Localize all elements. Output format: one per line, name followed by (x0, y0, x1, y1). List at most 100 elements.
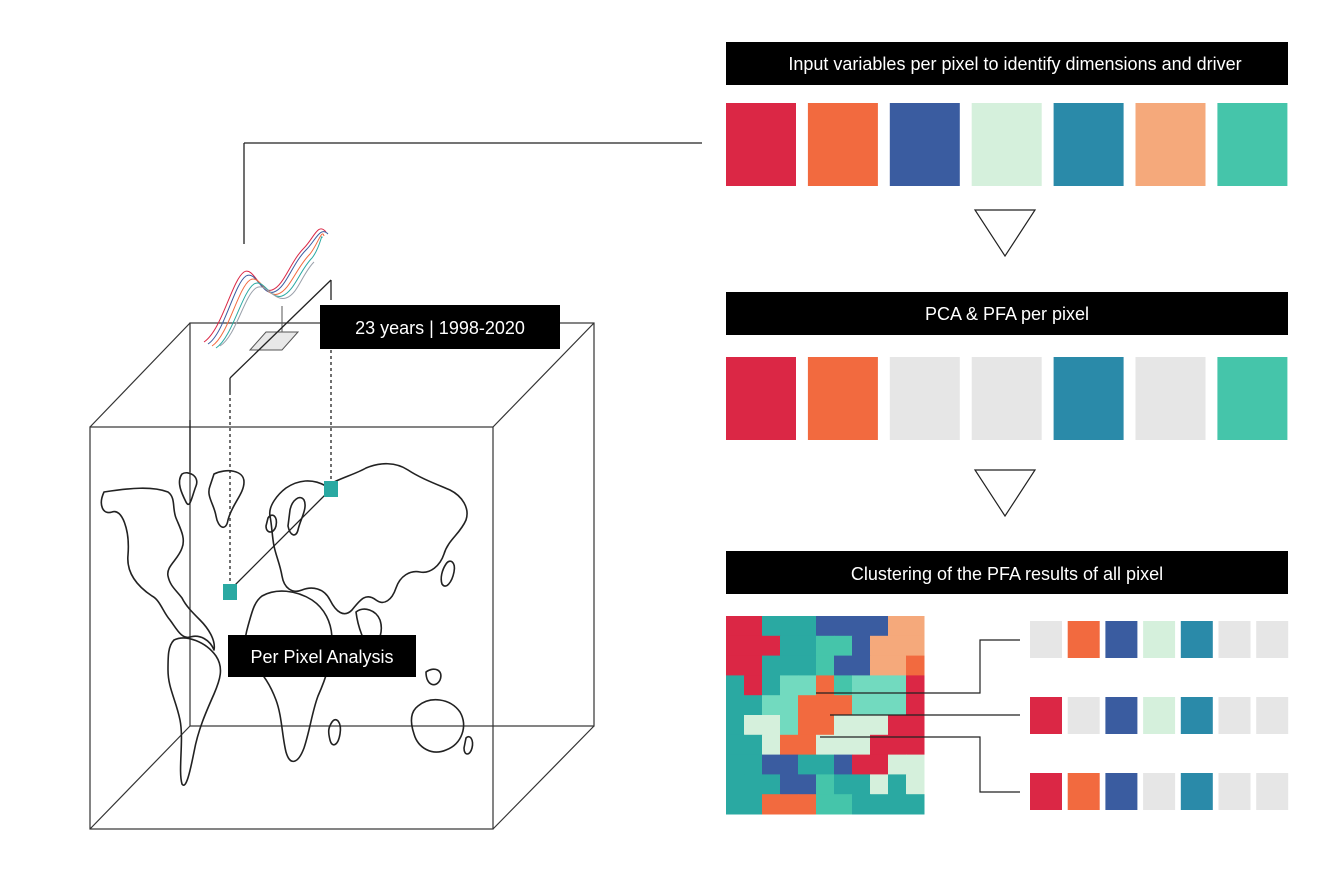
cluster-cell (816, 635, 835, 657)
cluster-cell (816, 754, 835, 775)
cluster-cell (888, 616, 907, 637)
island-japan (440, 560, 456, 587)
island-madagascar (327, 718, 342, 746)
cluster-cell (726, 655, 745, 676)
cluster-cell (888, 715, 907, 736)
island-britain (265, 514, 278, 533)
input-variables-title: Input variables per pixel to identify di… (788, 54, 1241, 74)
analysis-label: Per Pixel Analysis (250, 647, 393, 667)
cluster-cell (906, 655, 925, 676)
cluster-cell (834, 655, 853, 676)
time-series-line (219, 261, 315, 347)
profile-swatch (1218, 773, 1251, 810)
island-new-zealand (463, 735, 474, 755)
cluster-cell (780, 635, 799, 657)
cluster-cell (906, 774, 925, 795)
continent-greenland (208, 469, 245, 528)
cluster-cell (870, 715, 889, 736)
cluster-cell (780, 675, 799, 696)
cluster-cell (906, 715, 925, 736)
cluster-cell (744, 774, 763, 795)
cluster-cell (852, 675, 871, 696)
cluster-cell (834, 774, 853, 795)
cluster-cell (762, 715, 781, 736)
cluster-cell (852, 616, 871, 637)
profile-swatch (1180, 621, 1213, 658)
cluster-leader-line (816, 639, 1020, 694)
cluster-cell (852, 754, 871, 775)
cluster-cell (852, 635, 871, 657)
cluster-cell (744, 715, 763, 736)
cluster-cell (888, 774, 907, 795)
profile-swatch (1105, 773, 1138, 810)
cluster-cell (834, 635, 853, 657)
cluster-cell (726, 715, 745, 736)
profile-swatch (1105, 697, 1138, 734)
cluster-cell (726, 734, 745, 756)
cluster-cell (816, 715, 835, 736)
cluster-cell (870, 655, 889, 676)
cluster-cell (780, 794, 799, 815)
cluster-cell (798, 655, 817, 676)
input-variable-swatches (726, 103, 1288, 186)
cluster-cell (744, 794, 763, 815)
cluster-cell (726, 695, 745, 716)
cluster-cell (888, 655, 907, 676)
profile-swatch (1256, 621, 1289, 658)
cluster-cell (870, 675, 889, 696)
variable-swatch (1135, 103, 1206, 186)
cluster-cell (726, 774, 745, 795)
pca-pfa-banner (726, 292, 1288, 335)
cluster-cell (744, 635, 763, 657)
variable-swatch (807, 103, 878, 186)
cluster-cell (744, 734, 763, 756)
cluster-cell (906, 635, 925, 657)
cluster-cell (870, 734, 889, 756)
cluster-cell (762, 616, 781, 637)
profile-swatch (1067, 773, 1100, 810)
cluster-cell (798, 715, 817, 736)
cluster-cell (744, 695, 763, 716)
cluster-cell (780, 616, 799, 637)
profile-swatch (1218, 621, 1251, 658)
region-scandinavia (287, 496, 306, 536)
variable-swatch (889, 357, 960, 440)
cluster-cell (852, 715, 871, 736)
cluster-profiles (1030, 621, 1289, 810)
cluster-cell (744, 754, 763, 775)
cluster-cell (870, 635, 889, 657)
cluster-cell (906, 616, 925, 637)
cluster-cell (780, 715, 799, 736)
down-arrow-icon (973, 209, 1037, 258)
cluster-cell (726, 675, 745, 696)
cluster-cell (798, 635, 817, 657)
connector-line (229, 279, 332, 379)
cluster-leader-line (820, 736, 1020, 793)
profile-swatch (1218, 697, 1251, 734)
cluster-cell (798, 794, 817, 815)
cluster-cell (780, 774, 799, 795)
profile-swatch (1030, 621, 1062, 658)
continent-australia (410, 699, 465, 753)
cluster-cell (816, 655, 835, 676)
cluster-cell (906, 695, 925, 716)
cluster-cell (726, 635, 745, 657)
cluster-cell (798, 754, 817, 775)
cluster-cell (816, 695, 835, 716)
world-map-outline (100, 462, 474, 786)
variable-swatch (1217, 103, 1288, 186)
cluster-cell (798, 695, 817, 716)
cluster-cell (762, 794, 781, 815)
input-variables-banner (726, 42, 1288, 85)
cube-edge (89, 322, 191, 428)
pca-pfa-title: PCA & PFA per pixel (925, 304, 1089, 324)
cluster-cell (762, 734, 781, 756)
profile-swatch (1105, 621, 1138, 658)
cluster-cell (762, 675, 781, 696)
cluster-cell (762, 754, 781, 775)
cluster-cell (816, 675, 835, 696)
highlighted-pixel (324, 481, 338, 497)
cluster-cell (798, 616, 817, 637)
time-series-line (203, 228, 327, 343)
variable-swatch (971, 103, 1042, 186)
